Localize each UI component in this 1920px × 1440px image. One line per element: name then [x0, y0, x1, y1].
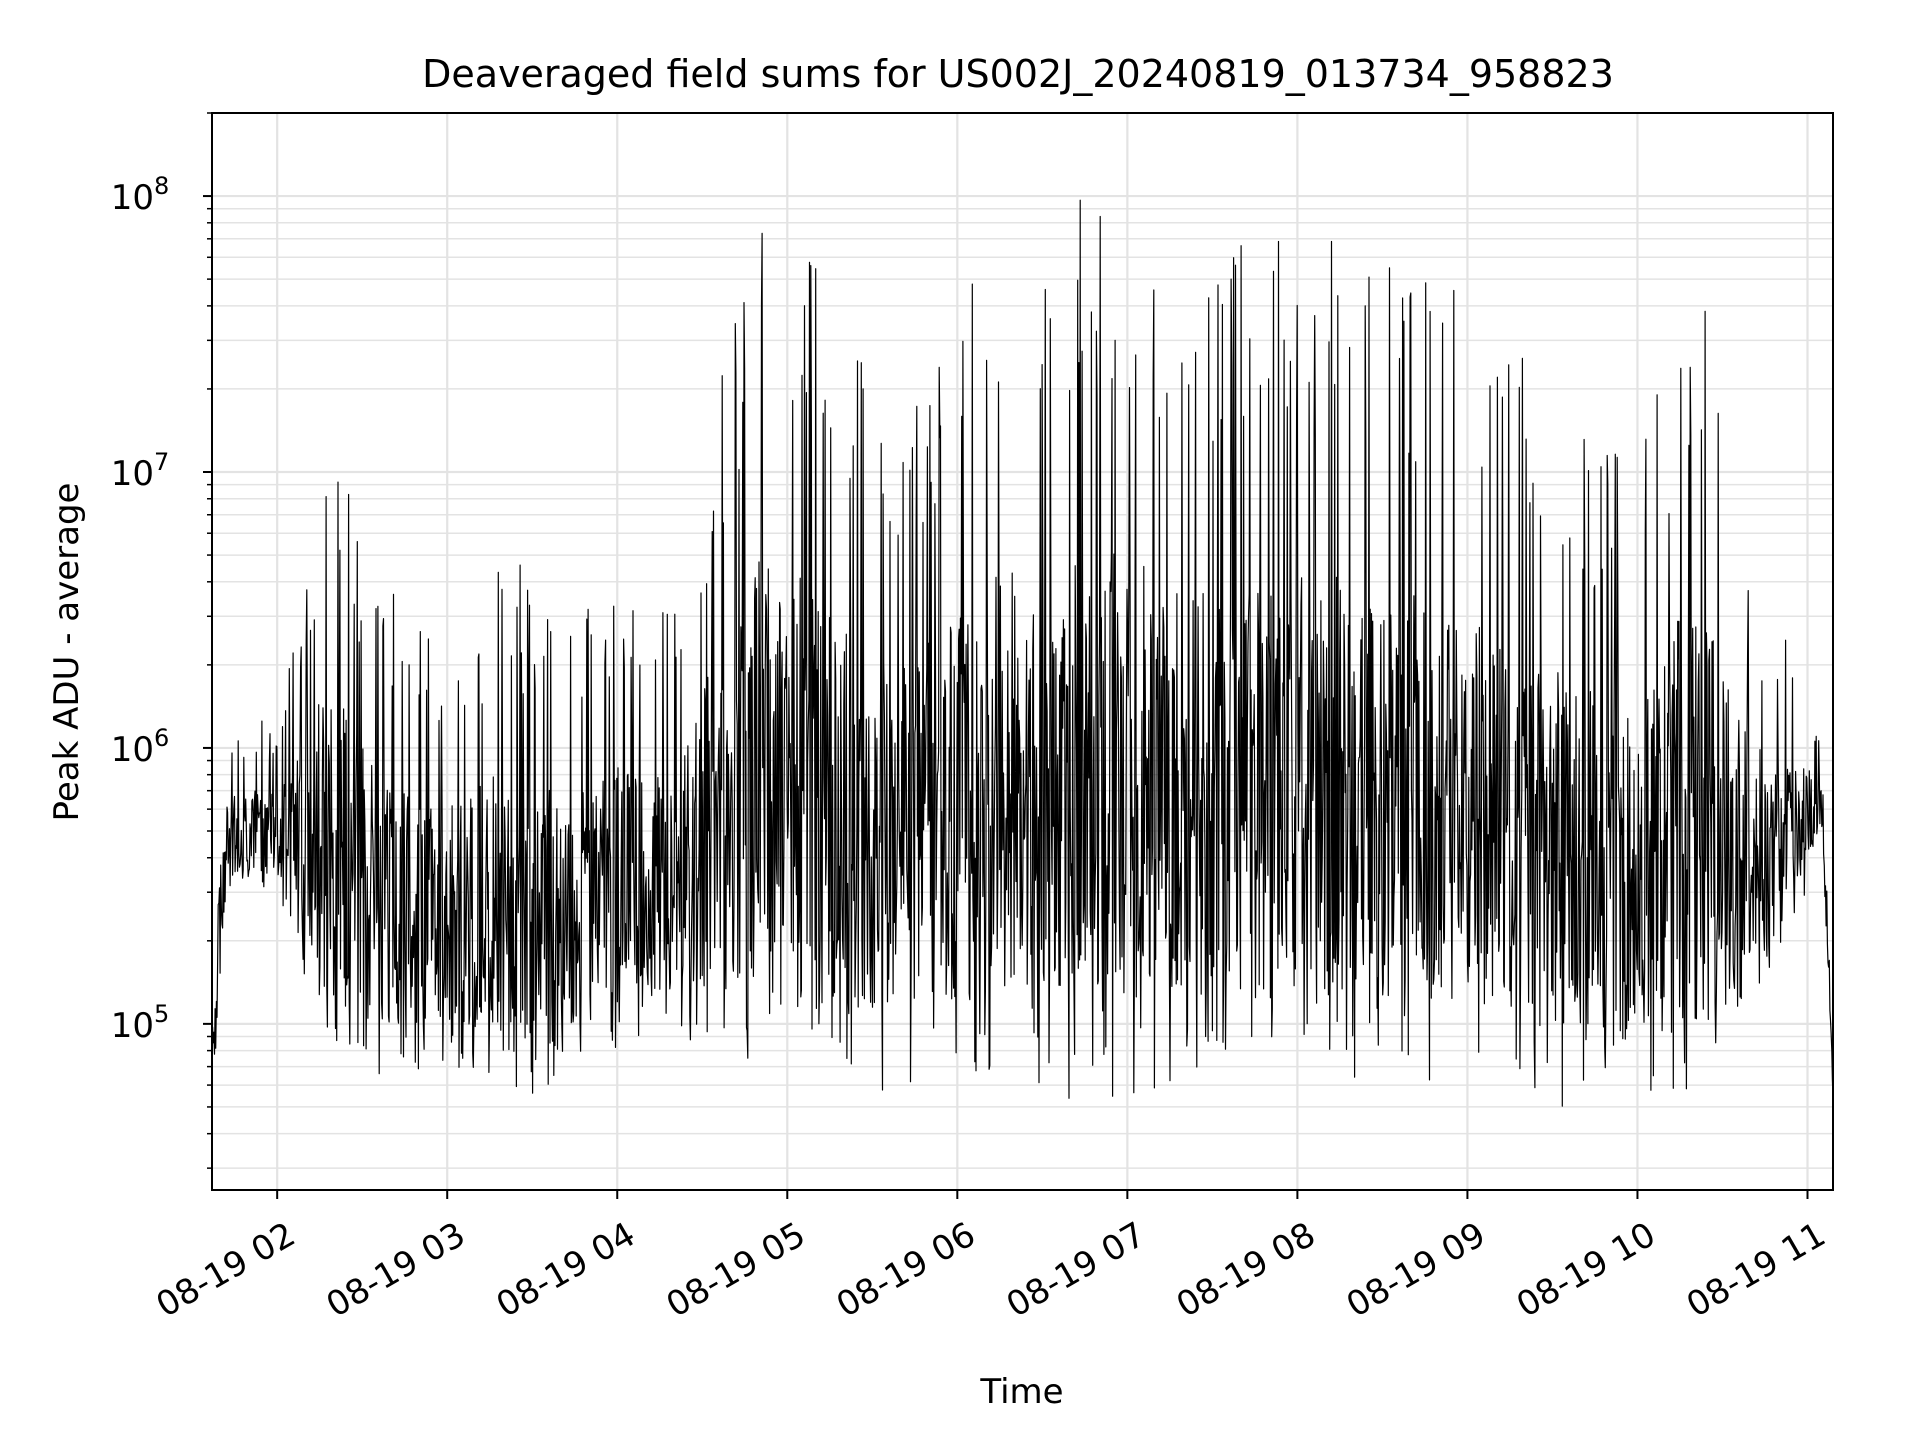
y-tick-label: 107: [111, 448, 170, 494]
y-axis-label: Peak ADU - average: [47, 483, 87, 822]
y-tick-label: 106: [111, 724, 170, 770]
y-tick-label-base: 10: [111, 1006, 154, 1046]
plot-area-frame: [211, 112, 1834, 1191]
x-axis-label: Time: [979, 1372, 1063, 1412]
y-tick-label-exponent: 5: [154, 1000, 169, 1028]
y-tick-label-exponent: 8: [154, 172, 169, 200]
series-trace: [211, 199, 1834, 1107]
y-tick-label-base: 10: [111, 178, 154, 218]
y-tick-label-exponent: 6: [154, 724, 169, 752]
y-tick-label-base: 10: [111, 730, 154, 770]
series-line: [211, 199, 1834, 1107]
y-tick-label: 108: [111, 172, 170, 218]
y-tick-label: 105: [111, 1000, 170, 1046]
y-tick-label-base: 10: [111, 454, 154, 494]
y-tick-label-exponent: 7: [154, 448, 169, 476]
chart-title: Deaveraged field sums for US002J_2024081…: [422, 52, 1614, 96]
